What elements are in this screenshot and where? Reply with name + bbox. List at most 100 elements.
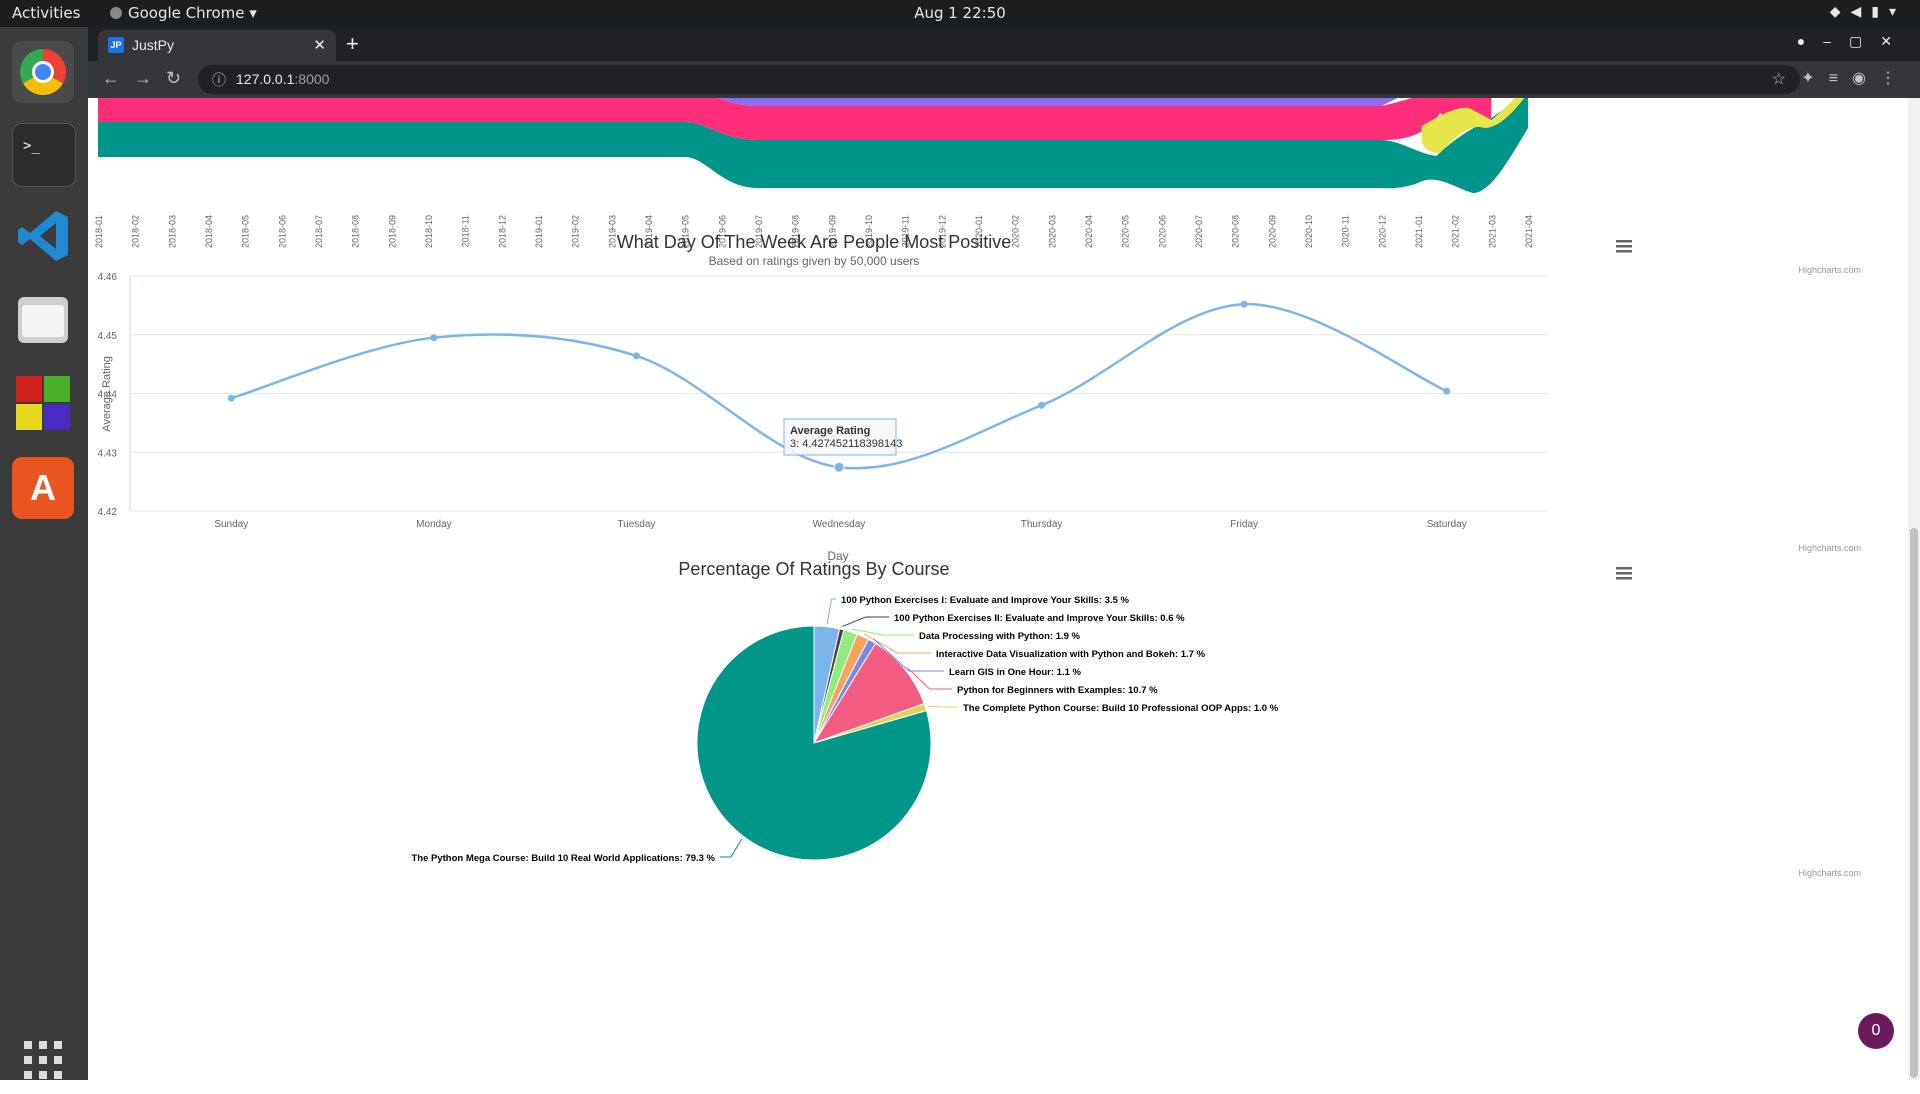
pie-slice[interactable] <box>812 642 925 744</box>
pie-data-label: 100 Python Exercises II: Evaluate and Im… <box>894 613 1185 624</box>
stream-x-tick-label: 2020-09 <box>1267 215 1277 248</box>
pie-label-connector <box>842 616 889 627</box>
new-tab-icon[interactable]: + <box>346 31 359 56</box>
stream-x-tick-label: 2018-11 <box>461 215 471 247</box>
page-content: 2018-01 2018-02 2018-03 2018-04 2018-05 2018-… <box>88 98 1920 1080</box>
stream-x-tick-label: 2021-04 <box>1524 215 1534 248</box>
chrome-icon <box>110 7 122 19</box>
app-menu[interactable]: Google Chrome ▾ <box>110 4 257 22</box>
line-data-point[interactable] <box>227 394 235 402</box>
reload-icon[interactable]: ↻ <box>166 68 182 88</box>
pie-data-label: Interactive Data Visualization with Pyth… <box>936 649 1206 660</box>
line-data-point[interactable] <box>833 461 845 473</box>
bookmark-star-icon[interactable]: ☆ <box>1771 71 1786 88</box>
line-x-tick-label: Tuesday <box>617 519 655 530</box>
stream-x-tick-label: 2019-01 <box>534 215 544 248</box>
stream-x-tick-label: 2021-03 <box>1487 215 1497 248</box>
pie-label-connectors <box>720 598 958 858</box>
pie-slice[interactable] <box>696 625 932 861</box>
app-menu-label: Google Chrome <box>128 4 245 22</box>
pie-slices[interactable] <box>696 625 932 861</box>
line-data-point[interactable] <box>1240 300 1248 308</box>
pie-label-connector <box>906 667 952 690</box>
line-data-point[interactable] <box>1443 387 1451 395</box>
site-info-icon[interactable]: ⓘ <box>212 72 226 88</box>
stream-x-tick-label: 2018-09 <box>387 215 397 248</box>
line-chart-y-axis-title: Average Rating <box>101 356 113 432</box>
chrome-dock-icon[interactable] <box>12 41 74 103</box>
stream-x-tick-label: 2019-06 <box>717 215 727 248</box>
line-chart-x-axis-title: Day <box>827 549 848 563</box>
line-chart: What Day Of The Week Are People Most Pos… <box>98 232 1861 563</box>
stream-x-tick-label: 2019-12 <box>937 215 947 248</box>
pie-data-label: The Complete Python Course: Build 10 Pro… <box>963 703 1279 714</box>
line-x-tick-label: Monday <box>416 519 452 530</box>
stream-x-tick-label: 2020-10 <box>1304 215 1314 248</box>
forward-icon[interactable]: → <box>134 68 152 88</box>
line-series-points[interactable] <box>227 300 1451 473</box>
vscode-icon <box>18 211 68 261</box>
pie-chart-menu-icon[interactable] <box>1612 563 1636 583</box>
vscode-dock-icon[interactable] <box>12 205 74 267</box>
stream-x-tick-label: 2020-04 <box>1084 215 1094 248</box>
stream-x-tick-label: 2020-08 <box>1231 215 1241 248</box>
line-chart-menu-icon[interactable] <box>1612 236 1636 256</box>
stream-x-tick-label: 2021-02 <box>1451 215 1461 248</box>
apps-grid-colored-icon[interactable] <box>12 372 74 434</box>
files-dock-icon[interactable] <box>12 289 74 351</box>
browser-tab-strip: JP JustPy ✕ + ●‒▢✕ <box>88 27 1920 61</box>
stream-x-tick-label: 2020-03 <box>1047 215 1057 248</box>
notification-badge[interactable]: 0 <box>1858 1013 1894 1049</box>
stream-x-tick-label: 2018-08 <box>351 215 361 248</box>
stream-x-tick-label: 2018-12 <box>497 215 507 248</box>
stream-x-tick-label: 2020-07 <box>1194 215 1204 248</box>
activities-button[interactable]: Activities <box>12 4 81 22</box>
tooltip-title: Average Rating <box>790 425 870 437</box>
software-center-dock-icon[interactable]: A <box>12 457 74 519</box>
address-bar[interactable]: ⓘ 127.0.0.1:8000 ☆ <box>198 65 1800 94</box>
stream-x-tick-label: 2019-08 <box>791 215 801 248</box>
system-tray[interactable]: ◆◀▮▾ <box>1829 4 1906 20</box>
stream-x-tick-label: 2021-01 <box>1414 215 1424 248</box>
line-x-tick-label: Friday <box>1230 519 1258 530</box>
charts-canvas: 2018-01 2018-02 2018-03 2018-04 2018-05 2018-… <box>94 98 1861 878</box>
line-data-point[interactable] <box>632 352 640 360</box>
back-icon[interactable]: ← <box>102 68 120 88</box>
line-chart-title: What Day Of The Week Are People Most Pos… <box>617 232 1012 252</box>
stream-x-tick-label: 2019-05 <box>681 215 691 248</box>
tab-close-icon[interactable]: ✕ <box>313 37 326 54</box>
line-chart-x-ticks: Sunday Monday Tuesday Wednesday Thursday Frid… <box>214 519 1466 530</box>
tab-justpy[interactable]: JP JustPy ✕ <box>98 30 336 61</box>
stream-x-tick-label: 2018-10 <box>424 215 434 248</box>
pie-data-labels: 100 Python Exercises I: Evaluate and Imp… <box>411 595 1278 864</box>
pie-label-connector <box>720 838 743 858</box>
pie-chart: Percentage Of Ratings By Course 100 Pyth… <box>411 559 1861 878</box>
window-controls[interactable]: ●‒▢✕ <box>1796 33 1910 49</box>
stream-x-axis-labels: 2018-01 2018-02 2018-03 2018-04 2018-05 2018-… <box>94 215 1534 248</box>
pie-data-label: Learn GIS in One Hour: 1.1 % <box>949 667 1082 678</box>
stream-x-tick-label: 2019-04 <box>644 215 654 248</box>
pie-chart-credit: Highcharts.com <box>1798 868 1861 878</box>
line-y-tick-label: 4.43 <box>98 448 118 459</box>
line-y-tick-label: 4.46 <box>98 272 118 283</box>
scrollbar-thumb[interactable] <box>1910 528 1918 1078</box>
clock[interactable]: Aug 1 22:50 <box>914 4 1006 22</box>
tab-title: JustPy <box>132 37 175 53</box>
stream-credit: Highcharts.com <box>1798 265 1861 275</box>
line-data-point[interactable] <box>430 334 438 342</box>
line-x-tick-label: Saturday <box>1427 519 1467 530</box>
line-x-tick-label: Wednesday <box>813 519 866 530</box>
stream-x-tick-label: 2018-03 <box>167 215 177 248</box>
line-x-tick-label: Thursday <box>1021 519 1063 530</box>
extensions-icons[interactable]: ✦≡◉⋮ <box>1801 70 1910 87</box>
stream-x-tick-label: 2019-02 <box>571 215 581 248</box>
stream-yellow-area <box>1421 98 1525 153</box>
show-applications-icon[interactable] <box>12 1027 74 1089</box>
terminal-dock-icon[interactable]: >_ <box>12 123 76 187</box>
page-scrollbar[interactable] <box>1908 98 1920 1080</box>
line-data-point[interactable] <box>1038 401 1046 409</box>
url-port: :8000 <box>294 71 330 87</box>
stream-x-tick-label: 2018-05 <box>241 215 251 248</box>
stream-x-tick-label: 2018-01 <box>94 215 104 248</box>
stream-chart: 2018-01 2018-02 2018-03 2018-04 2018-05 2018-… <box>94 98 1861 275</box>
